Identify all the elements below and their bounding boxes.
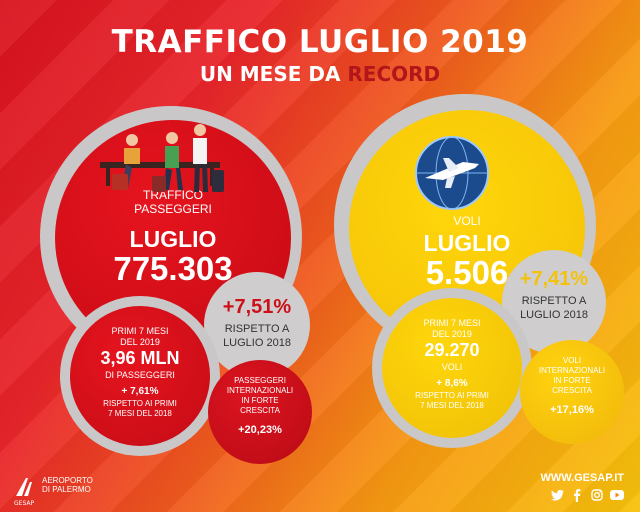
passengers-intl-line4: CRESCITA bbox=[240, 406, 280, 415]
flights-7months-circle: PRIMI 7 MESI DEL 2019 29.270 VOLI + 8,6%… bbox=[382, 298, 522, 438]
flights-international-circle: VOLI INTERNAZIONALI IN FORTE CRESCITA +1… bbox=[520, 340, 624, 444]
passengers-pct-line2: LUGLIO 2018 bbox=[223, 337, 291, 349]
globe-airplane-icon bbox=[415, 136, 489, 210]
airport-logo-icon bbox=[16, 478, 32, 496]
flights-7m-line4: RISPETTO AI PRIMI bbox=[415, 391, 489, 400]
instagram-icon[interactable] bbox=[590, 488, 604, 502]
logo-brand: GESAP bbox=[14, 500, 35, 507]
passengers-7m-pct: + 7,61% bbox=[121, 386, 159, 397]
flights-pct-change: +7,41% bbox=[519, 268, 589, 290]
flights-7m-value: 29.270 bbox=[424, 340, 480, 360]
passengers-7months-circle: PRIMI 7 MESI DEL 2019 3,96 MLN DI PASSEG… bbox=[70, 306, 210, 446]
page-subtitle: UN MESE DA RECORD bbox=[0, 62, 640, 86]
subtitle-record: RECORD bbox=[347, 62, 441, 86]
logo-line1: AEROPORTO bbox=[42, 476, 93, 485]
page-title: TRAFFICO LUGLIO 2019 bbox=[111, 24, 529, 60]
airport-logo-text: AEROPORTO DI PALERMO bbox=[42, 476, 93, 494]
passengers-pct-text: RISPETTO A LUGLIO 2018 bbox=[204, 322, 310, 350]
flights-pct-line1: RISPETTO A bbox=[521, 295, 587, 307]
passengers-intl-line2: INTERNAZIONALI bbox=[226, 386, 294, 395]
flights-intl-line4: CRESCITA bbox=[552, 386, 592, 395]
airport-logo: AEROPORTO DI PALERMO GESAP bbox=[14, 476, 93, 507]
flights-7m-line1: PRIMI 7 MESI bbox=[423, 318, 481, 328]
passengers-intl-text: PASSEGGERI INTERNAZIONALI IN FORTE CRESC… bbox=[208, 376, 312, 416]
passengers-7m-unit: DI PASSEGGERI bbox=[105, 370, 175, 380]
passengers-value: 775.303 bbox=[113, 250, 233, 287]
passengers-7m-compare: RISPETTO AI PRIMI 7 MESI DEL 2018 bbox=[70, 399, 210, 419]
subtitle-prefix: UN MESE DA bbox=[199, 62, 348, 86]
flights-month: LUGLIO bbox=[423, 230, 511, 256]
passengers-7m-line4: RISPETTO AI PRIMI bbox=[103, 399, 177, 408]
passengers-intl-line1: PASSEGGERI bbox=[234, 376, 286, 385]
passengers-7m-line5: 7 MESI DEL 2018 bbox=[108, 409, 172, 418]
passengers-pct-line1: RISPETTO A bbox=[224, 323, 290, 335]
passengers-7m-line2: DEL 2019 bbox=[120, 337, 160, 347]
passengers-pct-change: +7,51% bbox=[222, 296, 292, 318]
flights-pct-text: RISPETTO A LUGLIO 2018 bbox=[502, 294, 606, 322]
logo-line2: DI PALERMO bbox=[42, 485, 91, 494]
flights-label: VOLI bbox=[453, 214, 481, 228]
passengers-month: LUGLIO bbox=[129, 226, 217, 252]
flights-7m-header: PRIMI 7 MESI DEL 2019 bbox=[382, 318, 522, 340]
passengers-7m-value: 3,96 MLN bbox=[100, 348, 180, 368]
flights-intl-line2: INTERNAZIONALI bbox=[538, 366, 606, 375]
passengers-international-circle: PASSEGGERI INTERNAZIONALI IN FORTE CRESC… bbox=[208, 360, 312, 464]
travelers-illustration-icon bbox=[100, 124, 224, 192]
flights-value: 5.506 bbox=[425, 254, 509, 291]
facebook-icon[interactable] bbox=[570, 488, 584, 502]
flights-7m-unit: VOLI bbox=[441, 362, 463, 372]
twitter-icon[interactable] bbox=[550, 488, 564, 502]
social-links bbox=[550, 488, 624, 502]
website-link[interactable]: WWW.GESAP.IT bbox=[540, 472, 624, 484]
flights-7m-line2: DEL 2019 bbox=[432, 329, 472, 339]
flights-intl-pct: +17,16% bbox=[550, 404, 594, 416]
flights-intl-text: VOLI INTERNAZIONALI IN FORTE CRESCITA bbox=[520, 356, 624, 396]
passengers-7m-line1: PRIMI 7 MESI bbox=[111, 326, 169, 336]
passengers-intl-pct: +20,23% bbox=[238, 424, 282, 436]
flights-intl-line1: VOLI bbox=[562, 356, 582, 365]
passengers-label-line2: PASSEGGERI bbox=[134, 202, 212, 216]
flights-7m-line5: 7 MESI DEL 2018 bbox=[420, 401, 484, 410]
passengers-intl-line3: IN FORTE bbox=[241, 396, 279, 405]
flights-7m-compare: RISPETTO AI PRIMI 7 MESI DEL 2018 bbox=[382, 391, 522, 411]
youtube-icon[interactable] bbox=[610, 488, 624, 502]
flights-7m-pct: + 8,6% bbox=[436, 378, 468, 389]
passengers-7m-header: PRIMI 7 MESI DEL 2019 bbox=[70, 326, 210, 348]
flights-pct-line2: LUGLIO 2018 bbox=[520, 309, 588, 321]
flights-intl-line3: IN FORTE bbox=[553, 376, 591, 385]
